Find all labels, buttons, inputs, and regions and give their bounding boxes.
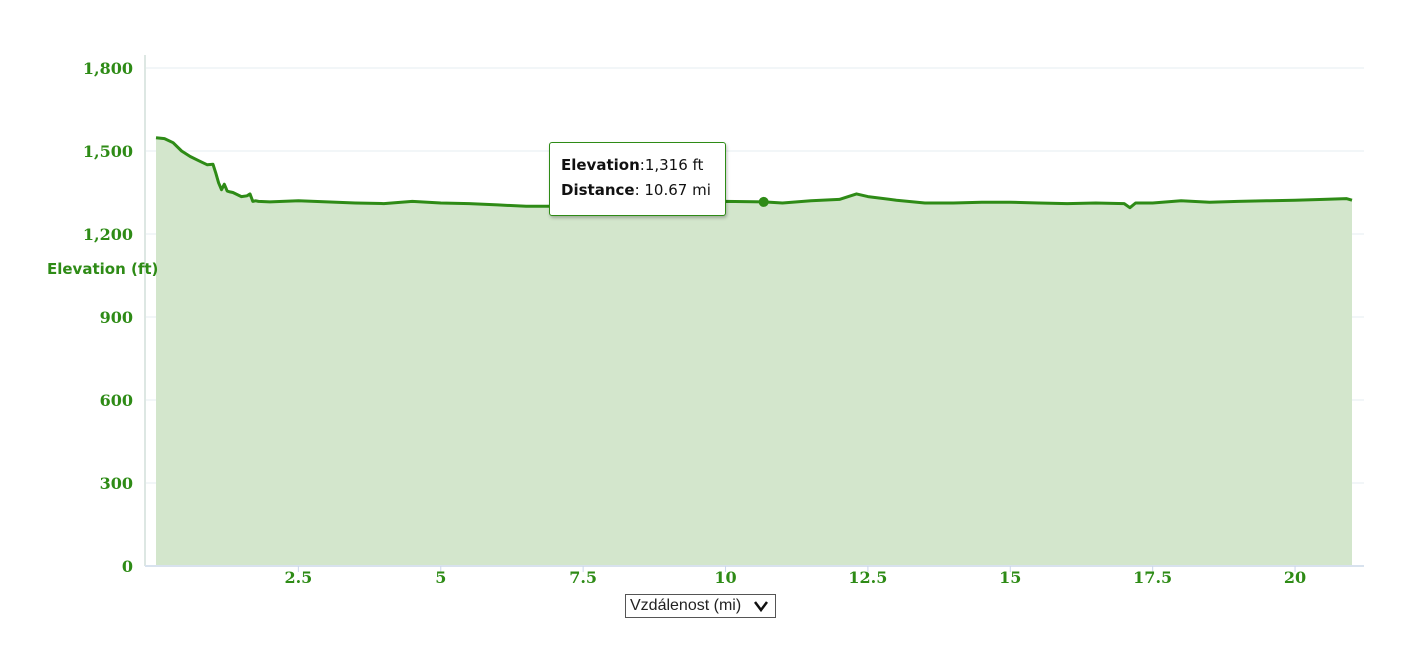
- y-axis-title: Elevation (ft): [47, 260, 158, 278]
- y-tick-labels: 0 300 600 900 1,200 1,500 1,800: [83, 59, 133, 576]
- elevation-area: [156, 137, 1352, 566]
- tooltip-distance-row: Distance: 10.67 mi: [561, 178, 714, 203]
- x-tick-label: 12.5: [848, 568, 887, 587]
- tooltip-distance-value: : 10.67 mi: [634, 181, 711, 199]
- y-tick-label: 300: [100, 474, 133, 493]
- hover-marker: [758, 196, 769, 207]
- x-tick-label: 5: [435, 568, 446, 587]
- x-tick-label: 20: [1284, 568, 1306, 587]
- distance-unit-selected: Vzdálenost (mi): [630, 597, 742, 614]
- tooltip-elevation-value: :1,316 ft: [639, 156, 704, 174]
- y-tick-label: 600: [100, 391, 133, 410]
- x-tick-label: 2.5: [284, 568, 312, 587]
- distance-unit-select[interactable]: Vzdálenost (mi): [625, 594, 776, 618]
- tooltip-distance-label: Distance: [561, 181, 635, 199]
- y-tick-label: 0: [122, 557, 133, 576]
- y-tick-label: 1,500: [83, 142, 133, 161]
- chevron-down-icon: [754, 601, 768, 613]
- x-tick-label: 17.5: [1133, 568, 1172, 587]
- x-tick-label: 15: [999, 568, 1021, 587]
- tooltip-elevation-label: Elevation: [561, 156, 640, 174]
- hover-tooltip: Elevation:1,316 ft Distance: 10.67 mi: [549, 142, 726, 216]
- y-tick-label: 900: [100, 308, 133, 327]
- x-tick-labels: 2.5 5 7.5 10 12.5 15 17.5 20: [284, 566, 1306, 587]
- y-tick-label: 1,200: [83, 225, 133, 244]
- x-tick-label: 10: [714, 568, 736, 587]
- tooltip-elevation-row: Elevation:1,316 ft: [561, 153, 714, 178]
- y-tick-label: 1,800: [83, 59, 133, 78]
- elevation-line: [155, 136, 1353, 210]
- x-tick-label: 7.5: [569, 568, 597, 587]
